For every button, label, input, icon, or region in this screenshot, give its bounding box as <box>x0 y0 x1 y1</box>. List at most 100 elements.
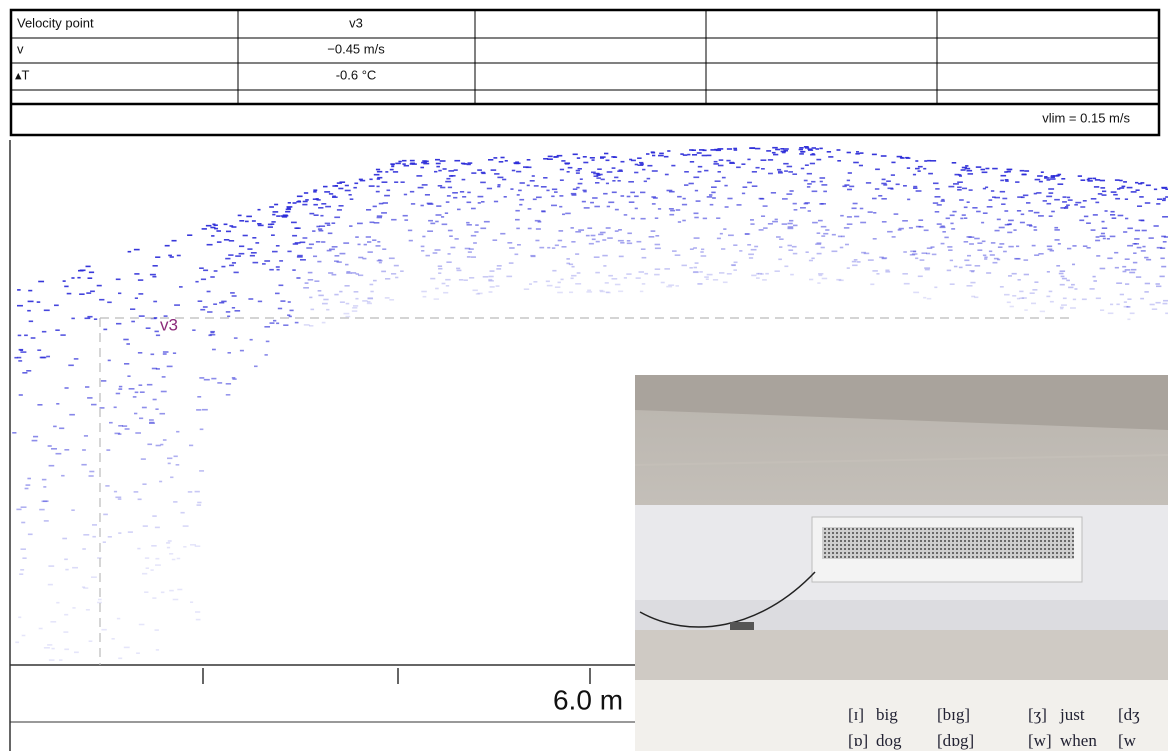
field-dot <box>203 270 208 272</box>
field-dot <box>1043 200 1047 202</box>
field-dot <box>63 631 68 633</box>
field-dot <box>17 305 23 307</box>
field-dot <box>1081 179 1086 181</box>
field-dot <box>1038 215 1044 217</box>
field-dot <box>174 456 178 458</box>
vlim-label: vlim = 0.15 m/s <box>1042 110 1130 125</box>
field-dot <box>152 597 156 599</box>
field-dot <box>318 290 322 292</box>
field-dot <box>546 281 550 283</box>
field-dot <box>376 191 380 193</box>
field-dot <box>799 153 804 155</box>
field-dot <box>897 156 902 158</box>
field-dot <box>1008 246 1013 248</box>
field-dot <box>496 268 501 270</box>
field-dot <box>18 335 22 337</box>
screen: Velocity point v3 v −0.45 m/s ▴T -0.6 °C… <box>0 0 1168 751</box>
field-dot <box>1136 276 1141 278</box>
field-dot <box>490 270 495 272</box>
field-dot <box>401 181 405 183</box>
field-dot <box>909 227 913 229</box>
field-dot <box>1035 179 1041 181</box>
field-dot <box>339 205 344 207</box>
field-dot <box>327 224 331 226</box>
field-dot <box>349 225 352 227</box>
field-dot <box>885 270 889 272</box>
field-dot <box>697 152 702 154</box>
field-dot <box>362 258 366 260</box>
field-dot <box>571 227 574 229</box>
field-dot <box>135 297 138 299</box>
field-dot <box>800 207 806 209</box>
field-dot <box>983 255 986 257</box>
field-dot <box>430 278 435 280</box>
field-dot <box>367 301 370 303</box>
field-dot <box>951 228 955 230</box>
field-dot <box>211 235 214 237</box>
field-dot <box>600 157 604 159</box>
field-dot <box>578 168 582 170</box>
field-dot <box>300 242 306 244</box>
field-dot <box>1134 243 1139 245</box>
field-dot <box>370 291 373 293</box>
field-dot <box>24 335 28 337</box>
field-dot <box>243 235 248 237</box>
field-dot <box>637 241 642 243</box>
field-dot <box>173 599 179 601</box>
field-dot <box>627 240 631 242</box>
field-dot <box>684 184 688 186</box>
field-dot <box>187 234 192 236</box>
field-dot <box>176 431 179 433</box>
field-dot <box>637 157 642 159</box>
field-dot <box>473 242 477 244</box>
field-dot <box>548 156 553 158</box>
field-dot <box>765 273 769 275</box>
field-dot <box>847 180 850 182</box>
field-dot <box>793 203 797 205</box>
field-dot <box>664 156 669 158</box>
data-table <box>11 10 1159 135</box>
field-dot <box>1023 195 1028 197</box>
field-dot <box>612 167 616 169</box>
field-dot <box>520 182 525 184</box>
field-dot <box>866 182 871 184</box>
field-dot <box>517 244 521 246</box>
field-dot <box>389 258 395 260</box>
field-dot <box>726 160 730 162</box>
field-dot <box>22 557 26 559</box>
field-dot <box>590 202 594 204</box>
field-dot <box>177 558 181 560</box>
field-dot <box>305 199 309 201</box>
field-dot <box>1100 180 1105 182</box>
field-dot <box>999 227 1005 229</box>
field-dot <box>322 303 328 305</box>
field-dot <box>952 211 956 213</box>
field-dot <box>262 263 266 265</box>
field-dot <box>822 278 827 280</box>
field-dot <box>305 282 309 284</box>
field-dot <box>134 273 139 275</box>
field-dot <box>639 271 645 273</box>
field-dot <box>324 191 330 193</box>
field-dot <box>1039 181 1043 183</box>
field-dot <box>170 477 173 479</box>
field-dot <box>1123 181 1127 183</box>
field-dot <box>761 168 765 170</box>
field-dot <box>239 253 245 255</box>
field-dot <box>526 167 532 169</box>
field-dot <box>56 453 62 455</box>
field-dot <box>1142 230 1147 232</box>
field-dot <box>1115 179 1120 181</box>
field-dot <box>390 169 394 171</box>
field-dot <box>727 148 732 150</box>
field-dot <box>615 230 619 232</box>
field-dot <box>763 205 768 207</box>
field-dot <box>296 201 301 203</box>
field-dot <box>177 255 181 257</box>
field-dot <box>224 224 228 226</box>
field-dot <box>89 471 94 473</box>
field-dot <box>546 190 549 192</box>
field-dot <box>519 199 524 201</box>
field-dot <box>418 187 424 189</box>
field-dot <box>892 236 896 238</box>
